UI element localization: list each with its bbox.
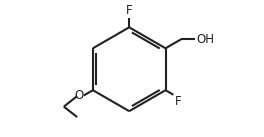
Text: O: O — [74, 89, 83, 102]
Text: F: F — [175, 95, 181, 108]
Text: F: F — [126, 4, 133, 17]
Text: OH: OH — [196, 33, 214, 46]
